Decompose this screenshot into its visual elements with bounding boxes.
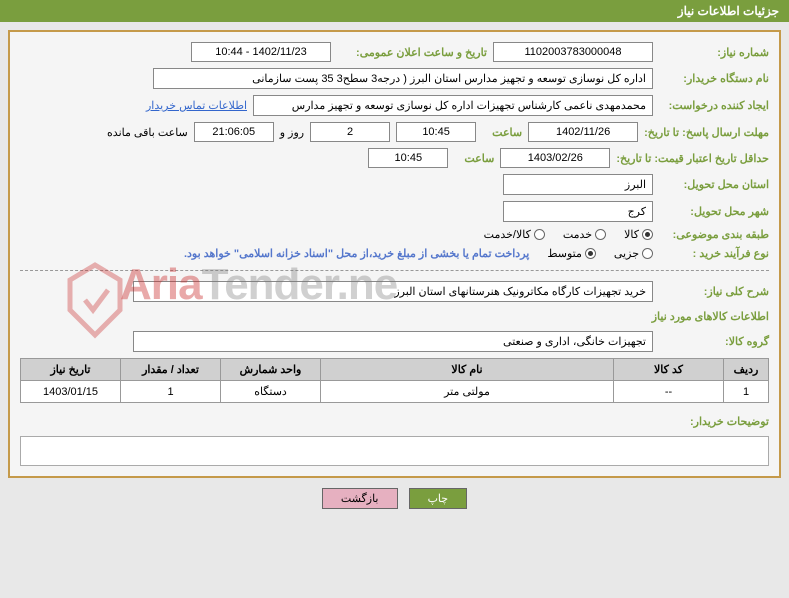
city-value: کرج	[503, 201, 653, 222]
buyer-org-label: نام دستگاه خریدار:	[659, 72, 769, 85]
radio-both[interactable]: کالا/خدمت	[484, 228, 545, 241]
days-suffix: روز و	[280, 126, 304, 139]
radio-dot-icon	[642, 248, 653, 259]
countdown-timer: 21:06:05	[194, 122, 274, 142]
reply-time: 10:45	[396, 122, 476, 142]
announce-label: تاریخ و ساعت اعلان عمومی:	[337, 46, 487, 59]
radio-goods-label: کالا	[624, 228, 639, 241]
process-label: نوع فرآیند خرید :	[659, 247, 769, 260]
th-date: تاریخ نیاز	[21, 359, 121, 381]
radio-medium[interactable]: متوسط	[547, 247, 596, 260]
city-label: شهر محل تحویل:	[659, 205, 769, 218]
buyer-org-value: اداره کل نوسازی توسعه و تجهیز مدارس استا…	[153, 68, 653, 89]
remain-suffix: ساعت باقی مانده	[107, 126, 188, 139]
radio-medium-label: متوسط	[547, 247, 582, 260]
reply-deadline-label: مهلت ارسال پاسخ: تا تاریخ:	[644, 126, 769, 139]
time-label-1: ساعت	[482, 126, 522, 139]
creator-label: ایجاد کننده درخواست:	[659, 99, 769, 112]
radio-small-label: جزیی	[614, 247, 639, 260]
button-row: چاپ بازگشت	[0, 488, 789, 509]
group-value: تجهیزات خانگی، اداری و صنعتی	[133, 331, 653, 352]
group-label: گروه کالا:	[659, 335, 769, 348]
announce-value: 1402/11/23 - 10:44	[191, 42, 331, 62]
radio-service[interactable]: خدمت	[563, 228, 606, 241]
th-unit: واحد شمارش	[221, 359, 321, 381]
need-no-value: 1102003783000048	[493, 42, 653, 62]
cell-unit: دستگاه	[221, 381, 321, 403]
goods-section-title: اطلاعات کالاهای مورد نیاز	[20, 310, 769, 323]
th-row: ردیف	[724, 359, 769, 381]
desc-value: خرید تجهیزات کارگاه مکاترونیک هنرستانهای…	[133, 281, 653, 302]
need-no-label: شماره نیاز:	[659, 46, 769, 59]
province-value: البرز	[503, 174, 653, 195]
th-name: نام کالا	[321, 359, 614, 381]
panel-title: جزئیات اطلاعات نیاز	[678, 4, 779, 18]
back-button[interactable]: بازگشت	[322, 488, 398, 509]
days-remaining: 2	[310, 122, 390, 142]
radio-goods[interactable]: کالا	[624, 228, 653, 241]
separator	[20, 270, 769, 271]
cell-name: مولتی متر	[321, 381, 614, 403]
table-row[interactable]: 1 -- مولتی متر دستگاه 1 1403/01/15	[21, 381, 769, 403]
validity-time: 10:45	[368, 148, 448, 168]
radio-dot-icon	[534, 229, 545, 240]
buyer-notes-box	[20, 436, 769, 466]
validity-label: حداقل تاریخ اعتبار قیمت: تا تاریخ:	[616, 152, 769, 165]
reply-date: 1402/11/26	[528, 122, 638, 142]
items-table: ردیف کد کالا نام کالا واحد شمارش تعداد /…	[20, 358, 769, 403]
category-label: طبقه بندی موضوعی:	[659, 228, 769, 241]
main-frame: شماره نیاز: 1102003783000048 تاریخ و ساع…	[8, 30, 781, 478]
validity-date: 1403/02/26	[500, 148, 610, 168]
radio-service-label: خدمت	[563, 228, 592, 241]
radio-dot-icon	[595, 229, 606, 240]
radio-small[interactable]: جزیی	[614, 247, 653, 260]
th-code: کد کالا	[614, 359, 724, 381]
th-qty: تعداد / مقدار	[121, 359, 221, 381]
radio-dot-icon	[642, 229, 653, 240]
cell-idx: 1	[724, 381, 769, 403]
payment-note: پرداخت تمام یا بخشی از مبلغ خرید،از محل …	[184, 247, 529, 260]
radio-dot-icon	[585, 248, 596, 259]
print-button[interactable]: چاپ	[409, 488, 468, 509]
panel-header: جزئیات اطلاعات نیاز	[0, 0, 789, 22]
cell-qty: 1	[121, 381, 221, 403]
buyer-notes-label: توضیحات خریدار:	[20, 415, 769, 428]
desc-label: شرح کلی نیاز:	[659, 285, 769, 298]
table-header-row: ردیف کد کالا نام کالا واحد شمارش تعداد /…	[21, 359, 769, 381]
cell-date: 1403/01/15	[21, 381, 121, 403]
cell-code: --	[614, 381, 724, 403]
time-label-2: ساعت	[454, 152, 494, 165]
province-label: استان محل تحویل:	[659, 178, 769, 191]
buyer-contact-link[interactable]: اطلاعات تماس خریدار	[146, 99, 247, 112]
creator-value: محمدمهدی ناعمی کارشناس تجهیزات اداره کل …	[253, 95, 653, 116]
radio-both-label: کالا/خدمت	[484, 228, 531, 241]
